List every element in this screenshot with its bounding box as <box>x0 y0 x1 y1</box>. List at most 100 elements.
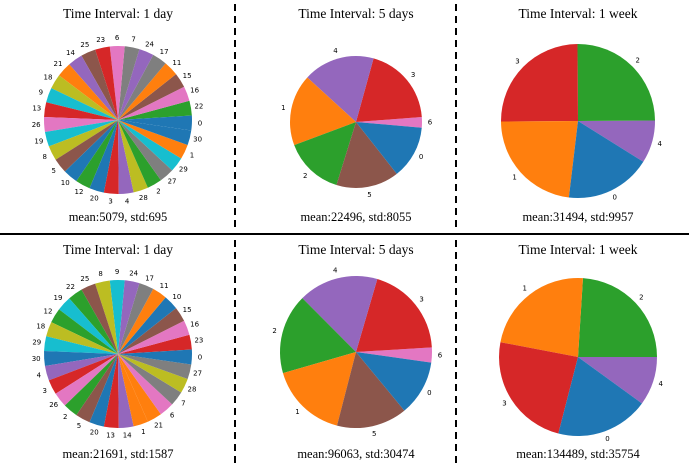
pie-slice-label-24: 24 <box>129 270 138 278</box>
pie-panel-4: Time Interval: 1 day23161510111724982522… <box>32 242 204 461</box>
pie-slice-label-3: 3 <box>43 387 47 395</box>
pie-slice-0 <box>558 357 642 437</box>
pie-panel-6: Time Interval: 1 week 4 2 1 3 0 mean:134489, s… <box>499 242 664 461</box>
pie-slice-3 <box>356 58 422 122</box>
pie-slice-9 <box>109 280 125 354</box>
pie-slice-label-9: 9 <box>115 268 119 276</box>
pie-slice-label-10: 10 <box>61 179 70 187</box>
pie-slice-label-19: 19 <box>34 137 43 145</box>
pie-slice-label-4: 4 <box>333 267 338 275</box>
pie-slice-label-5: 5 <box>77 422 81 430</box>
pie-slice-label-3: 3 <box>411 71 415 79</box>
pie-slice-label-11: 11 <box>172 59 181 67</box>
pie-slice-label-28: 28 <box>188 385 197 393</box>
pie-slice-0 <box>356 122 422 174</box>
pie-slice-1 <box>118 354 148 427</box>
pie-slice-label-29: 29 <box>32 338 41 346</box>
pie-slice-label-17: 17 <box>160 48 169 56</box>
pie-slice-10 <box>64 120 118 182</box>
panel-stats: mean:5079, std:695 <box>69 210 168 224</box>
pie-slice-label-29: 29 <box>179 166 188 174</box>
pie-slice-label-20: 20 <box>90 428 99 436</box>
panel-stats: mean:22496, std:8055 <box>300 210 411 224</box>
pie-slice-label-14: 14 <box>123 431 132 439</box>
pie-slice-5 <box>76 354 118 423</box>
pie-slice-label-27: 27 <box>193 370 202 378</box>
pie-slice-24 <box>118 49 154 120</box>
pie-slice-4 <box>307 55 374 122</box>
pie-slice-5 <box>336 122 397 188</box>
pie-slice-label-6: 6 <box>115 34 120 42</box>
pie-slice-20 <box>89 120 118 193</box>
pie-slice-29 <box>44 336 119 354</box>
pie-slice-label-0: 0 <box>612 194 616 202</box>
pie-slice-label-1: 1 <box>281 104 285 112</box>
pie-slice-3 <box>356 279 432 352</box>
pie-slice-23 <box>95 46 118 120</box>
pie-slice-16 <box>118 320 190 354</box>
pie-slice-4 <box>118 120 134 194</box>
pie-slice-label-0: 0 <box>419 153 423 161</box>
pie-slice-22 <box>69 289 118 354</box>
pie-slice-label-13: 13 <box>106 432 115 440</box>
pie-slice-label-1: 1 <box>522 284 526 292</box>
pie-slice-label-19: 19 <box>54 294 63 302</box>
pie-slice-label-16: 16 <box>190 87 199 95</box>
pie-slice-label-23: 23 <box>96 36 105 44</box>
pie-slice-1 <box>282 352 356 426</box>
pie-slice-17 <box>118 283 154 354</box>
pie-slice-label-2: 2 <box>156 187 160 195</box>
pie-slice-label-1: 1 <box>190 151 194 159</box>
pie-slice-label-30: 30 <box>32 355 41 363</box>
pie-slice-6 <box>356 116 423 128</box>
pie-slice-26 <box>55 354 118 406</box>
pie-slice-0 <box>118 115 192 131</box>
pie-slice-label-4: 4 <box>659 380 664 388</box>
pie-slice-26 <box>43 117 118 132</box>
pie-slice-3 <box>499 342 578 434</box>
pie-slice-2 <box>294 122 356 186</box>
panel-title: Time Interval: 5 days <box>298 242 413 257</box>
pie-slice-label-3: 3 <box>419 296 423 304</box>
pie-slice-22 <box>118 100 192 120</box>
panel-title: Time Interval: 1 day <box>63 242 173 257</box>
pie-slice-label-18: 18 <box>36 322 45 330</box>
pie-slice-label-21: 21 <box>54 60 63 68</box>
pie-panel-2: Time Interval: 5 days 6 3 4 1 2 5 0 mean:22496, … <box>281 6 433 224</box>
pie-slice-28 <box>118 120 148 193</box>
pie-slice-8 <box>95 280 118 354</box>
pie-slice-label-6: 6 <box>428 118 433 126</box>
pie-slice-14 <box>69 55 118 120</box>
pie-slice-30 <box>43 351 118 366</box>
pie-slice-4 <box>578 357 658 404</box>
pie-slice-11 <box>118 288 166 354</box>
pie-slice-8 <box>48 120 118 160</box>
pie-slice-label-4: 4 <box>125 197 130 205</box>
pie-slice-0 <box>356 352 432 411</box>
pie-slice-23 <box>118 334 192 354</box>
pie-slice-27 <box>118 354 192 379</box>
pie-slice-label-7: 7 <box>131 36 135 44</box>
pie-slice-label-2: 2 <box>272 327 276 335</box>
panel-stats: mean:96063, std:30474 <box>297 447 415 461</box>
pie-slice-5 <box>55 120 118 172</box>
pie-slice-13 <box>44 102 119 120</box>
pie-slice-19 <box>59 298 118 354</box>
pie-slice-label-1: 1 <box>295 408 299 416</box>
pie-slice-label-4: 4 <box>37 371 42 379</box>
pie-slice-20 <box>89 354 118 427</box>
pie-slice-18 <box>46 322 118 354</box>
pie-slice-25 <box>81 49 118 120</box>
pie-slice-12 <box>76 120 118 189</box>
pie-slice-label-5: 5 <box>372 430 376 438</box>
pie-slice-7 <box>118 354 182 405</box>
pie-slice-label-20: 20 <box>90 194 99 202</box>
pie-slice-label-10: 10 <box>172 293 181 301</box>
pie-slice-label-24: 24 <box>145 40 154 48</box>
pie-slice-label-2: 2 <box>635 56 639 64</box>
pie-slice-label-22: 22 <box>66 283 75 291</box>
pie-slice-label-0: 0 <box>427 389 431 397</box>
pie-slice-label-23: 23 <box>194 337 203 345</box>
pie-slice-10 <box>118 297 177 354</box>
pie-slice-label-25: 25 <box>80 275 89 283</box>
